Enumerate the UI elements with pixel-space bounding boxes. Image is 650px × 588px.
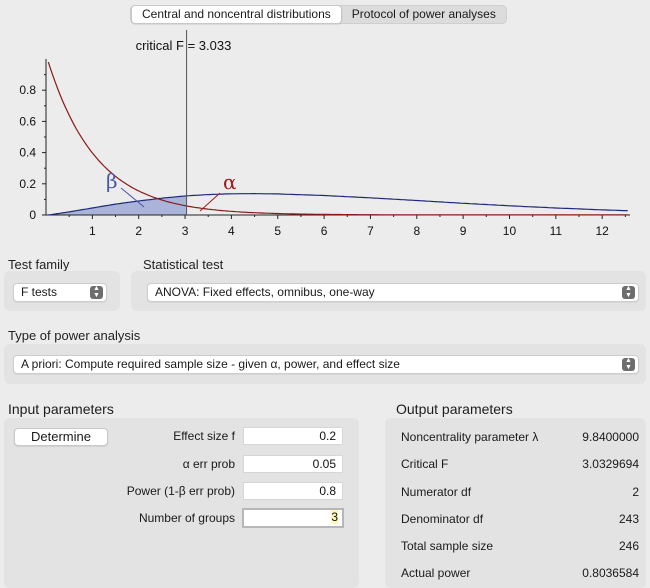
x-tick-label: 2 xyxy=(135,224,142,238)
noncentral-curve xyxy=(48,193,628,216)
alpha-symbol: α xyxy=(223,170,237,194)
input-parameters-header: Input parameters xyxy=(8,401,114,417)
alpha-err-input[interactable]: 0.05 xyxy=(243,455,343,473)
y-tick-label: 0.8 xyxy=(19,83,36,97)
statistical-test-value: ANOVA: Fixed effects, omnibus, one-way xyxy=(155,285,375,299)
x-tick-label: 11 xyxy=(550,224,563,238)
x-tick-label: 1 xyxy=(89,224,96,238)
x-tick-label: 3 xyxy=(182,224,189,238)
power-input[interactable]: 0.8 xyxy=(243,482,343,500)
number-of-groups-label: Number of groups xyxy=(138,511,235,525)
power-analysis-label: Type of power analysis xyxy=(8,328,141,343)
actual-power-value: 0.8036584 xyxy=(582,566,639,580)
y-tick-label: 0 xyxy=(29,208,36,222)
test-family-select[interactable]: F tests ▲ ▼ xyxy=(13,283,107,302)
power-analysis-select[interactable]: A priori: Compute required sample size -… xyxy=(13,355,639,374)
effect-size-label: Effect size f xyxy=(173,429,235,443)
power-label: Power (1-β err prob) xyxy=(126,484,235,498)
input-parameters-panel xyxy=(4,418,359,588)
x-tick-label: 8 xyxy=(413,224,420,238)
noncentrality-value: 9.8400000 xyxy=(582,430,639,444)
x-tick-label: 12 xyxy=(596,224,610,238)
denominator-df-label: Denominator df xyxy=(401,512,484,526)
x-tick-label: 4 xyxy=(228,224,235,238)
x-tick-label: 10 xyxy=(503,224,517,238)
alpha-err-label: α err prob xyxy=(182,457,235,471)
beta-pointer xyxy=(120,187,145,208)
power-analysis-value: A priori: Compute required sample size -… xyxy=(21,357,400,371)
tab-protocol[interactable]: Protocol of power analyses xyxy=(351,7,496,21)
chevron-updown-icon: ▲ ▼ xyxy=(90,285,103,299)
alpha-pointer xyxy=(199,192,221,212)
determine-button[interactable]: Determine xyxy=(14,428,108,446)
critical-f-label: Critical F xyxy=(401,457,449,471)
numerator-df-label: Numerator df xyxy=(401,485,472,499)
chevron-updown-icon: ▲ ▼ xyxy=(622,357,635,371)
noncentrality-label: Noncentrality parameter λ xyxy=(401,430,539,444)
number-of-groups-value: 3 xyxy=(331,510,338,524)
tab-distributions[interactable]: Central and noncentral distributions xyxy=(131,5,342,24)
beta-region xyxy=(48,195,187,215)
y-tick-label: 0.2 xyxy=(19,177,36,191)
chevron-updown-icon: ▲ ▼ xyxy=(622,285,635,299)
beta-symbol: β xyxy=(106,169,118,193)
critical-f-value: 3.0329694 xyxy=(582,457,639,471)
actual-power-label: Actual power xyxy=(401,566,471,580)
numerator-df-value: 2 xyxy=(632,485,639,499)
x-tick-label: 7 xyxy=(367,224,374,238)
output-parameters-panel xyxy=(385,418,646,588)
output-parameters-header: Output parameters xyxy=(396,401,513,417)
effect-size-input[interactable]: 0.2 xyxy=(243,427,343,445)
number-of-groups-input[interactable]: 3 xyxy=(242,508,344,528)
x-tick-label: 6 xyxy=(321,224,328,238)
total-sample-size-value: 246 xyxy=(618,539,639,553)
x-tick-label: 5 xyxy=(274,224,281,238)
x-tick-label: 9 xyxy=(460,224,467,238)
statistical-test-label: Statistical test xyxy=(143,257,224,272)
denominator-df-value: 243 xyxy=(618,512,639,526)
critical-f-label: critical F = 3.033 xyxy=(136,38,232,53)
total-sample-size-label: Total sample size xyxy=(401,539,494,553)
y-tick-label: 0.4 xyxy=(19,146,36,160)
y-tick-label: 0.6 xyxy=(19,114,36,128)
test-family-value: F tests xyxy=(21,285,58,299)
tab-bar: Central and noncentral distributions Pro… xyxy=(130,5,507,24)
central-curve xyxy=(47,61,628,216)
statistical-test-select[interactable]: ANOVA: Fixed effects, omnibus, one-way ▲… xyxy=(147,283,639,302)
test-family-label: Test family xyxy=(8,257,70,272)
